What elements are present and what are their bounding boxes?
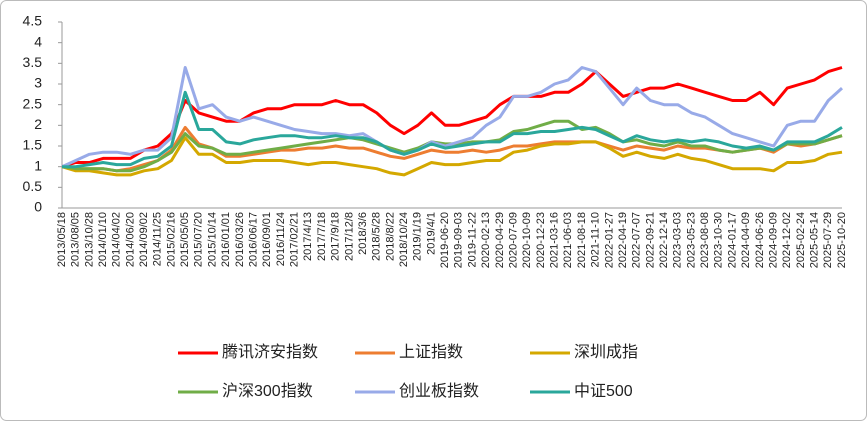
x-tick-label: 2017/9/18	[330, 212, 342, 261]
x-tick-label: 2013/05/18	[56, 212, 68, 267]
x-tick-label: 2025-07-29	[822, 212, 834, 268]
x-tick-label: 2022-12-14	[658, 212, 670, 268]
legend-label: 中证500	[574, 382, 633, 400]
x-tick-label: 2020-12-23	[535, 212, 547, 268]
y-tick-label: 3.5	[23, 54, 43, 70]
x-tick-label: 2015/07/20	[193, 212, 205, 267]
x-tick-label: 2020-04-29	[494, 212, 506, 268]
x-tick-label: 2016/09/01	[261, 212, 273, 267]
x-tick-label: 2014/09/02	[138, 212, 150, 267]
x-tick-label: 2018/10/24	[398, 212, 410, 267]
legend-label: 深圳成指	[574, 343, 638, 361]
x-tick-label: 2024-12-02	[781, 212, 793, 268]
x-tick-label: 2015/05/05	[179, 212, 191, 267]
y-tick-label: 4.5	[23, 13, 43, 29]
series-line	[61, 66, 844, 169]
x-tick-label: 2023-03-03	[672, 212, 684, 268]
x-tick-label: 2017/4/13	[302, 212, 314, 261]
legend-label: 沪深300指数	[222, 382, 313, 400]
x-tick-label: 2019-09-03	[453, 212, 465, 268]
x-tick-label: 2024-06-26	[754, 212, 766, 268]
x-tick-label: 2023-08-08	[699, 212, 711, 268]
x-tick-label: 2021-06-03	[562, 212, 574, 268]
x-tick-label: 2023-10-30	[713, 212, 725, 268]
x-tick-label: 2014/06/20	[124, 212, 136, 267]
x-tick-label: 2025-05-14	[809, 212, 821, 268]
x-tick-label: 2019/1/19	[412, 212, 424, 261]
x-tick-label: 2021-03-16	[549, 212, 561, 268]
x-tick-label: 2019-06-20	[439, 212, 451, 268]
x-tick-label: 2017/12/8	[343, 212, 355, 261]
series-line	[62, 90, 843, 169]
x-tick-label: 2013/08/05	[70, 212, 82, 267]
x-tick-label: 2022-07-07	[631, 212, 643, 268]
x-tick-label: 2018/5/28	[371, 212, 383, 261]
legend-label: 上证指数	[399, 343, 463, 361]
x-tick-label: 2021-08-18	[576, 212, 588, 268]
y-tick-label: 0.5	[23, 178, 43, 194]
x-tick-label: 2024-09-09	[767, 212, 779, 268]
x-tick-label: 2024-01-17	[726, 212, 738, 268]
x-tick-label: 2018/8/22	[384, 212, 396, 261]
x-tick-label: 2016/03/26	[234, 212, 246, 267]
x-tick-label: 2016/11/24	[275, 212, 287, 266]
x-tick-label: 2015/10/14	[206, 212, 218, 267]
x-tick-label: 2013/10/28	[83, 212, 95, 267]
legend-label: 腾讯济安指数	[222, 343, 318, 361]
x-tick-label: 2014/01/10	[97, 212, 109, 267]
y-tick-label: 1.5	[23, 137, 43, 153]
x-tick-label: 2025-02-24	[795, 212, 807, 268]
x-tick-label: 2025-10-20	[836, 212, 848, 268]
x-tick-label: 2023-05-23	[685, 212, 697, 268]
legend-label: 创业板指数	[399, 382, 479, 400]
x-tick-label: 2019/4/1	[425, 212, 437, 255]
y-tick-label: 2	[34, 116, 42, 132]
x-tick-label: 2020-02-13	[480, 212, 492, 268]
y-tick-label: 2.5	[23, 95, 43, 111]
series-line	[61, 136, 843, 177]
y-tick-label: 3	[34, 75, 42, 91]
x-tick-label: 2015/02/16	[165, 212, 177, 267]
x-tick-label: 2019-11-22	[466, 212, 478, 267]
x-tick-label: 2016/06/17	[247, 212, 259, 267]
y-tick-label: 4	[34, 33, 42, 49]
x-tick-label: 2022-04-19	[617, 212, 629, 268]
x-tick-label: 2016/01/01	[220, 212, 232, 267]
x-tick-label: 2022-09-21	[644, 212, 656, 268]
y-tick-label: 0	[34, 199, 42, 215]
x-tick-label: 2014/11/25	[152, 212, 164, 266]
x-tick-label: 2020-10-09	[521, 212, 533, 268]
x-tick-label: 2017/02/21	[289, 212, 301, 267]
x-tick-label: 2017/7/18	[316, 212, 328, 261]
x-tick-label: 2021-11-10	[590, 212, 602, 267]
y-tick-label: 1	[34, 157, 42, 173]
x-tick-label: 2022-01-27	[603, 212, 615, 268]
x-tick-label: 2018/3/6	[357, 212, 369, 255]
x-tick-label: 2020-07-09	[507, 212, 519, 268]
x-tick-label: 2024-04-09	[740, 212, 752, 268]
x-tick-label: 2014/04/02	[111, 212, 123, 267]
